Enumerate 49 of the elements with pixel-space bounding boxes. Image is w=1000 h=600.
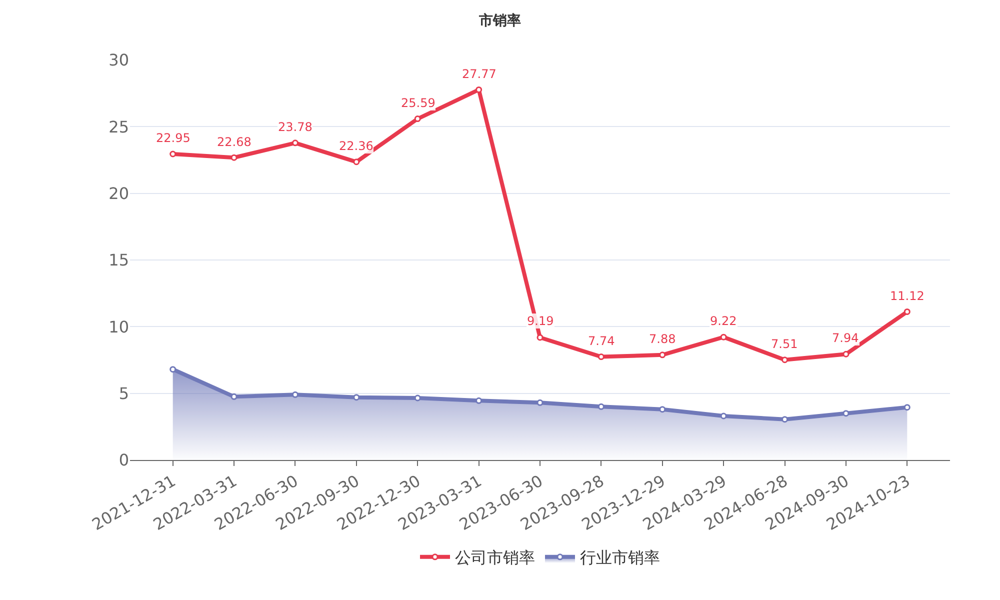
point bbox=[720, 412, 727, 420]
data-label: 22.68 bbox=[217, 135, 252, 149]
point bbox=[598, 354, 604, 360]
data-label: 7.88 bbox=[649, 332, 676, 346]
data-label: 27.77 bbox=[462, 67, 496, 81]
point bbox=[659, 406, 666, 413]
point bbox=[353, 394, 360, 401]
data-label: 25.59 bbox=[401, 96, 436, 110]
point bbox=[782, 416, 788, 423]
point bbox=[292, 140, 298, 146]
data-label: 7.94 bbox=[832, 331, 859, 345]
point bbox=[230, 154, 238, 161]
point bbox=[414, 394, 421, 402]
data-label: 23.78 bbox=[278, 120, 312, 134]
legend-label: 公司市销率 bbox=[455, 548, 535, 568]
data-label: 7.74 bbox=[588, 334, 615, 348]
y-tick-label: 10 bbox=[108, 317, 129, 336]
point bbox=[170, 150, 176, 158]
y-tick-label: 15 bbox=[108, 250, 129, 270]
data-label: 7.51 bbox=[771, 337, 798, 351]
point bbox=[536, 399, 544, 406]
chart-title: 市销率 bbox=[478, 12, 521, 29]
y-tick-label: 5 bbox=[118, 384, 129, 403]
point bbox=[842, 410, 850, 417]
point bbox=[598, 403, 604, 410]
point bbox=[292, 391, 298, 398]
point bbox=[476, 397, 482, 404]
data-label: 22.95 bbox=[156, 131, 190, 145]
data-label: 9.19 bbox=[527, 314, 554, 328]
point bbox=[782, 356, 788, 364]
data-label: 22.36 bbox=[339, 139, 374, 153]
y-tick-label: 0 bbox=[118, 450, 129, 470]
y-tick-label: 20 bbox=[108, 184, 129, 203]
point bbox=[842, 350, 850, 358]
legend-label: 行业市销率 bbox=[580, 548, 660, 568]
point bbox=[904, 404, 910, 411]
point bbox=[414, 116, 421, 122]
point bbox=[904, 308, 910, 315]
y-tick-label: 25 bbox=[108, 117, 129, 136]
point bbox=[170, 366, 176, 373]
point bbox=[659, 352, 666, 358]
data-label: 11.12 bbox=[890, 289, 924, 303]
y-tick-label: 30 bbox=[108, 50, 129, 70]
point bbox=[230, 393, 238, 400]
data-label: 9.22 bbox=[710, 314, 737, 328]
point bbox=[353, 158, 360, 166]
point bbox=[720, 334, 727, 340]
point bbox=[476, 86, 482, 93]
point bbox=[536, 334, 544, 341]
